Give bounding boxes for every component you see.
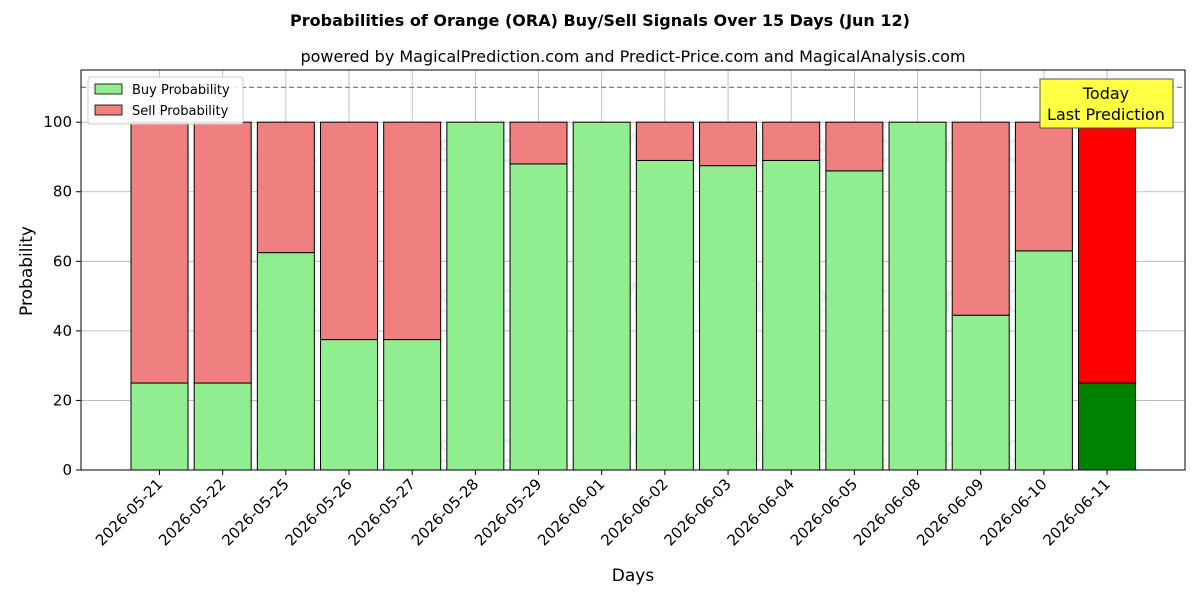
- legend-box: [87, 76, 244, 125]
- x-tick-label: 2026-05-25: [218, 475, 292, 549]
- buy-bar: [509, 163, 568, 471]
- buy-bar: [951, 314, 1010, 471]
- buy-bar: [256, 252, 315, 471]
- buy-bar: [130, 382, 189, 471]
- buy-bar: [825, 170, 884, 471]
- y-tick-label: 0: [62, 461, 72, 479]
- annotation-text: Today: [1082, 84, 1129, 103]
- x-tick-label: 2026-06-03: [660, 475, 734, 549]
- y-axis-label: Probability: [17, 226, 37, 316]
- sell-bar: [130, 121, 189, 384]
- x-tick-label: 2026-05-22: [155, 475, 229, 549]
- x-tick-label: 2026-06-05: [787, 475, 861, 549]
- buy-bar: [383, 339, 442, 471]
- x-tick-label: 2026-05-27: [345, 475, 419, 549]
- sell-bar: [762, 121, 821, 161]
- x-axis-label: Days: [612, 566, 655, 586]
- sell-bar: [1078, 121, 1137, 384]
- y-tick-label: 20: [53, 391, 72, 409]
- legend-swatch: [94, 104, 123, 116]
- legend-label: Sell Probability: [132, 104, 229, 119]
- sell-bar: [193, 121, 252, 384]
- buy-bar: [193, 382, 252, 471]
- sell-bar: [635, 121, 694, 161]
- x-tick-label: 2026-06-08: [850, 475, 924, 549]
- legend: Buy Probability Sell Probability: [87, 76, 244, 125]
- buy-bar: [888, 121, 947, 471]
- x-tick-label: 2026-05-26: [281, 475, 355, 549]
- sell-bar: [320, 121, 379, 341]
- legend-label: Buy Probability: [132, 83, 230, 98]
- sell-bar: [383, 121, 442, 341]
- sell-bar: [509, 121, 568, 165]
- buy-bar: [635, 159, 694, 471]
- x-tick-label: 2026-05-29: [471, 475, 545, 549]
- buy-bar: [1014, 250, 1073, 471]
- chart-subtitle: powered by MagicalPrediction.com and Pre…: [300, 47, 965, 66]
- x-tick-label: 2026-06-09: [913, 475, 987, 549]
- buy-bar: [1078, 382, 1137, 471]
- x-axis: 2026-05-212026-05-222026-05-252026-05-26…: [92, 470, 1114, 549]
- y-tick-label: 40: [53, 322, 72, 340]
- y-tick-label: 100: [43, 113, 72, 131]
- buy-bar: [446, 121, 505, 471]
- x-tick-label: 2026-06-11: [1039, 475, 1113, 549]
- sell-bar: [699, 121, 758, 167]
- today-annotation: Today Last Prediction: [1039, 78, 1174, 129]
- sell-bar: [256, 121, 315, 254]
- chart-title: Probabilities of Orange (ORA) Buy/Sell S…: [290, 11, 910, 30]
- annotation-box: [1039, 78, 1174, 129]
- y-tick-label: 60: [53, 252, 72, 270]
- x-tick-label: 2026-05-28: [408, 475, 482, 549]
- buy-bar: [762, 159, 821, 471]
- y-tick-label: 80: [53, 183, 72, 201]
- sell-bar: [951, 121, 1010, 316]
- plot-frame: [80, 69, 1186, 471]
- x-tick-label: 2026-05-21: [92, 475, 166, 549]
- x-tick-label: 2026-06-02: [597, 475, 671, 549]
- buy-bar: [699, 165, 758, 471]
- legend-swatch: [94, 83, 123, 95]
- sell-bar: [825, 121, 884, 172]
- buy-bar: [320, 339, 379, 471]
- sell-bar: [1014, 121, 1073, 252]
- x-tick-label: 2026-06-01: [534, 475, 608, 549]
- x-tick-label: 2026-06-04: [724, 475, 798, 549]
- y-axis: 0 20 40 60 80 100: [43, 113, 81, 479]
- x-tick-label: 2026-06-10: [976, 475, 1050, 549]
- buy-bar: [572, 121, 631, 471]
- annotation-text: Last Prediction: [1047, 105, 1165, 124]
- bars: [130, 121, 1137, 471]
